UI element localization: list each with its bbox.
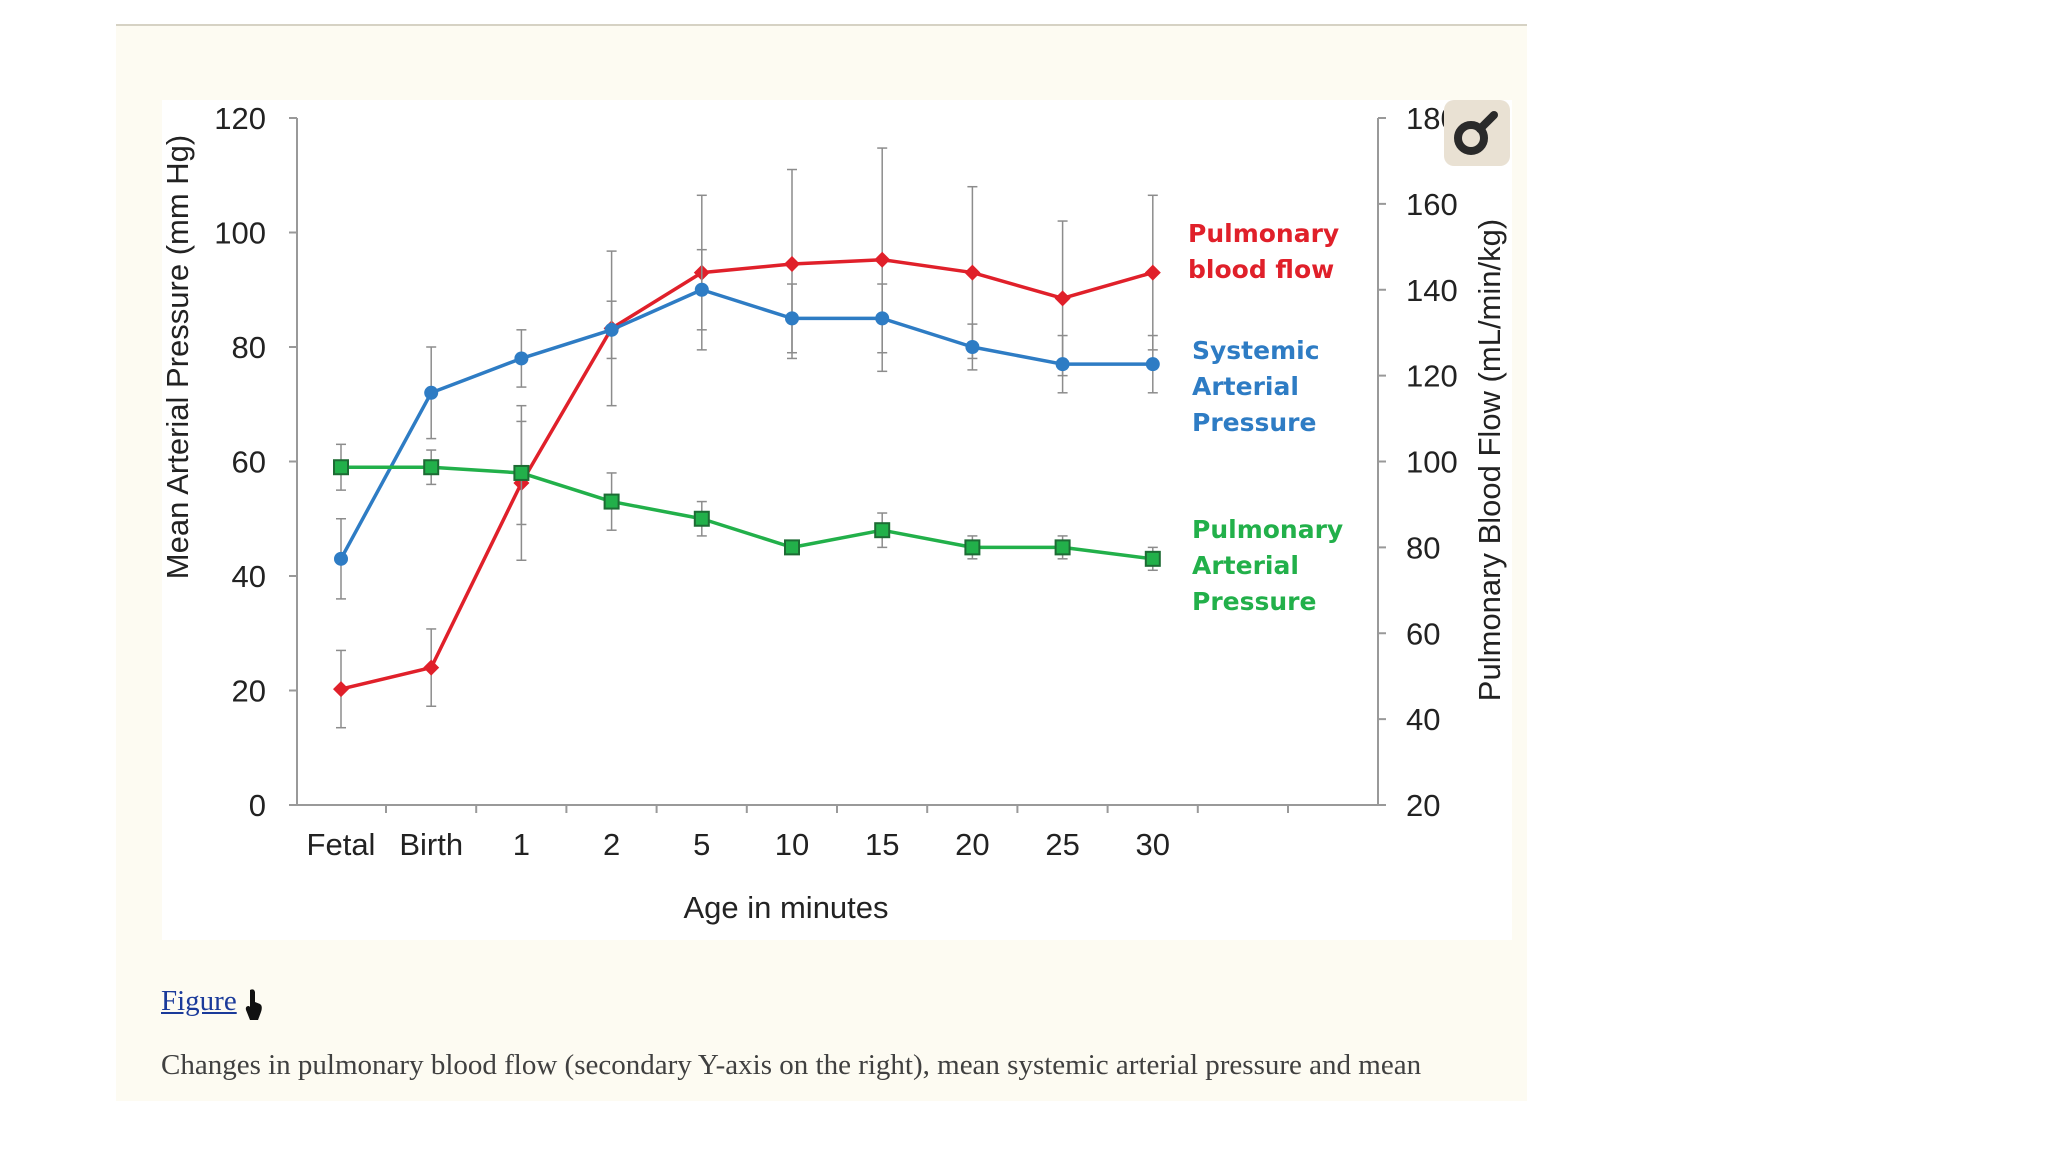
- pulmonary-blood-flow-point: [874, 251, 891, 268]
- plot-background: [162, 100, 1512, 940]
- pulmonary-arterial-pressure-point: [513, 464, 530, 481]
- pulmonary-blood-flow-point: [1054, 290, 1071, 307]
- pulmonary-blood-flow-label: blood flow: [1188, 255, 1334, 284]
- pulmonary-arterial-pressure-point: [874, 522, 891, 539]
- pulmonary-arterial-pressure-point: [423, 459, 440, 476]
- y-axis-title-right: Pulmonary Blood Flow (mL/min/kg): [1472, 219, 1507, 701]
- x-tick-label: 15: [865, 827, 899, 862]
- pulmonary-arterial-pressure-line: [341, 465, 1154, 561]
- systemic-arterial-pressure-point: [604, 322, 619, 337]
- systemic-arterial-pressure-point: [875, 311, 890, 326]
- y-tick-label-left: 20: [232, 674, 266, 709]
- figure-caption: Changes in pulmonary blood flow (seconda…: [161, 1049, 1422, 1081]
- figure-link[interactable]: Figure: [161, 985, 237, 1017]
- pulmonary-arterial-pressure-point: [333, 459, 349, 476]
- x-tick-label: Birth: [399, 827, 463, 862]
- pulmonary-arterial-pressure-label: Arterial: [1192, 551, 1299, 580]
- x-tick-label: 20: [955, 827, 989, 862]
- y-tick-label-left: 80: [232, 330, 266, 365]
- x-tick-label: 30: [1136, 827, 1170, 862]
- y-tick-label-right: 120: [1406, 359, 1458, 394]
- pulmonary-arterial-pressure-point: [603, 493, 620, 510]
- pulmonary-arterial-pressure-point: [964, 539, 981, 556]
- y-tick-label-left: 0: [249, 788, 266, 823]
- y-tick-label-left: 60: [232, 445, 266, 480]
- x-axis-title: Age in minutes: [683, 890, 888, 925]
- x-tick-label: 10: [775, 827, 809, 862]
- pulmonary-blood-flow-point: [784, 255, 800, 272]
- systemic-arterial-pressure-label: Pressure: [1192, 408, 1316, 437]
- x-tick-label: 1: [513, 827, 530, 862]
- pulmonary-arterial-pressure-point: [693, 510, 710, 527]
- pulmonary-arterial-pressure-label: Pressure: [1192, 587, 1316, 616]
- systemic-arterial-pressure-point: [424, 385, 439, 400]
- systemic-arterial-pressure-point: [1055, 357, 1070, 372]
- pulmonary-blood-flow-point: [333, 681, 349, 698]
- y-tick-label-right: 60: [1406, 616, 1440, 651]
- y-tick-label-right: 100: [1406, 445, 1458, 480]
- magnifier-icon: [1454, 111, 1498, 155]
- systemic-arterial-pressure-line: [339, 288, 1153, 560]
- systemic-arterial-pressure-point: [785, 311, 799, 326]
- y-tick-label-right: 40: [1406, 702, 1440, 737]
- y-axis-title-left: Mean Arterial Pressure (mm Hg): [160, 135, 195, 579]
- y-tick-label-right: 20: [1406, 788, 1440, 823]
- pulmonary-blood-flow-point: [1144, 264, 1161, 281]
- x-tick-label: 25: [1045, 827, 1079, 862]
- y-tick-label-right: 140: [1406, 273, 1458, 308]
- pulmonary-blood-flow-point: [423, 659, 440, 676]
- systemic-arterial-pressure-point: [1145, 357, 1160, 372]
- x-tick-label: 5: [693, 827, 710, 862]
- x-tick-label: Fetal: [307, 827, 376, 862]
- y-tick-label-left: 40: [232, 559, 266, 594]
- zoom-button[interactable]: [1444, 100, 1510, 166]
- y-tick-label-right: 80: [1406, 530, 1440, 565]
- x-tick-label: 2: [603, 827, 620, 862]
- systemic-arterial-pressure-label: Arterial: [1192, 372, 1299, 401]
- pulmonary-blood-flow-label: Pulmonary: [1188, 219, 1339, 248]
- y-tick-label-left: 100: [214, 216, 266, 251]
- pulmonary-blood-flow-point: [964, 264, 981, 281]
- pulmonary-arterial-pressure-point: [1054, 539, 1071, 556]
- pulmonary-blood-flow-line: [340, 257, 1154, 691]
- systemic-arterial-pressure-point: [334, 551, 348, 566]
- systemic-arterial-pressure-point: [965, 340, 980, 354]
- y-tick-label-left: 120: [214, 101, 266, 136]
- systemic-arterial-pressure-point: [694, 282, 709, 297]
- y-tick-label-right: 160: [1406, 187, 1458, 222]
- pulmonary-arterial-pressure-label: Pulmonary: [1192, 515, 1343, 544]
- pulmonary-arterial-pressure-point: [1144, 550, 1161, 567]
- pulmonary-arterial-pressure-point: [784, 539, 800, 556]
- systemic-arterial-pressure-label: Systemic: [1192, 336, 1320, 365]
- systemic-arterial-pressure-point: [514, 351, 529, 366]
- pointer-cursor-icon: [245, 989, 262, 1020]
